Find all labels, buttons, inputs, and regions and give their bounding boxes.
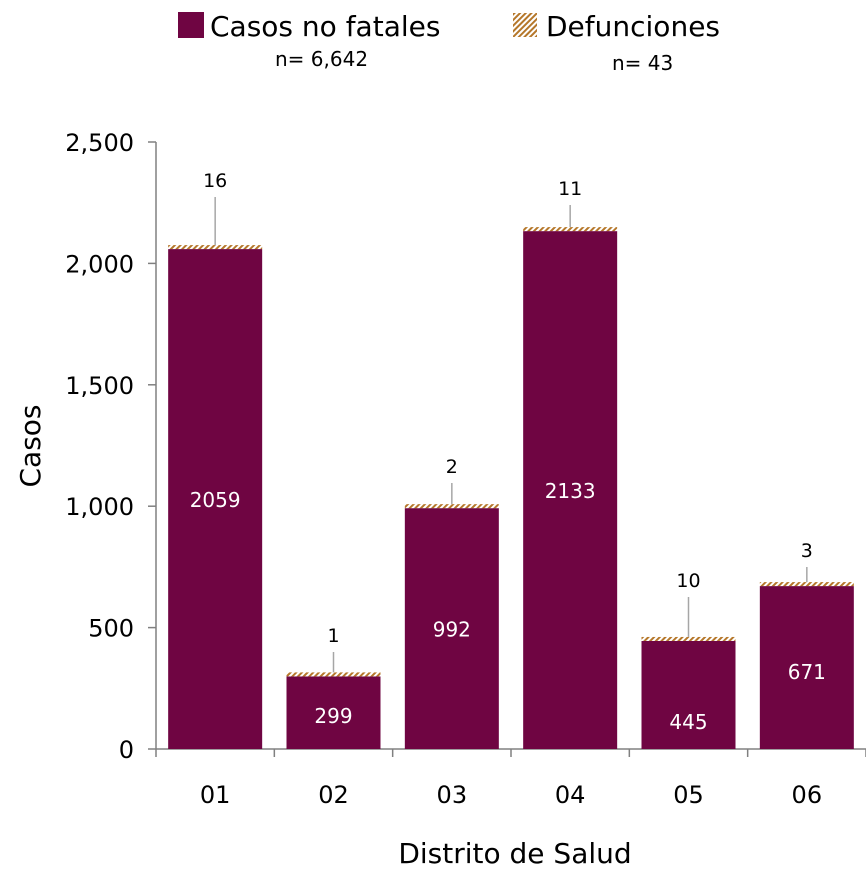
legend-label-casos: Casos no fatales — [210, 10, 440, 43]
death-value-label: 16 — [203, 170, 227, 192]
bar-defunciones — [641, 636, 736, 641]
bar-casos-no-fatales — [404, 508, 499, 749]
bar-value-label: 445 — [669, 710, 707, 734]
x-tick-label: 01 — [200, 781, 231, 809]
death-value-label: 10 — [676, 570, 700, 592]
legend-swatch-casos — [178, 12, 204, 38]
bar-casos-no-fatales — [641, 640, 736, 749]
x-axis-ticks: 01 02 03 04 05 06 — [155, 749, 866, 809]
legend-n-defunciones: n= 43 — [612, 51, 673, 75]
legend-n-casos: n= 6,642 — [275, 47, 368, 71]
legend-swatch-defunciones — [513, 13, 537, 37]
bars: 2059 299 992 2133 445 671 — [168, 227, 854, 749]
y-tick-label: 2,000 — [65, 250, 134, 278]
bar-value-label: 992 — [433, 618, 471, 642]
bar-value-label: 299 — [314, 704, 352, 728]
x-tick-label: 02 — [318, 781, 349, 809]
legend: Casos no fatales n= 6,642 Defunciones n=… — [178, 10, 720, 75]
y-tick-label: 2,500 — [65, 129, 134, 157]
legend-label-defunciones: Defunciones — [546, 10, 720, 43]
death-value-label: 3 — [801, 540, 813, 562]
bar-casos-no-fatales — [168, 249, 263, 749]
x-tick-label: 06 — [792, 781, 823, 809]
death-value-label: 11 — [558, 178, 582, 200]
x-tick-label: 05 — [673, 781, 704, 809]
bar-defunciones — [168, 245, 263, 250]
y-tick-label: 1,000 — [65, 493, 134, 521]
bar-casos-no-fatales — [759, 586, 854, 749]
death-value-label: 2 — [446, 456, 458, 478]
y-tick-label: 500 — [88, 615, 134, 643]
x-axis-title: Distrito de Salud — [398, 837, 631, 870]
x-tick-label: 03 — [437, 781, 468, 809]
x-tick-label: 04 — [555, 781, 586, 809]
death-value-label: 1 — [327, 625, 339, 647]
y-tick-label: 0 — [119, 736, 134, 764]
bar-casos-no-fatales — [286, 676, 381, 749]
bar-casos-no-fatales — [523, 231, 618, 749]
bar-defunciones — [404, 504, 499, 509]
bar-defunciones — [523, 227, 618, 232]
y-tick-label: 1,500 — [65, 372, 134, 400]
bar-defunciones — [286, 672, 381, 677]
y-axis-title: Casos — [14, 404, 47, 487]
y-axis-ticks: 0 500 1,000 1,500 2,000 2,500 — [65, 129, 156, 764]
bar-value-label: 2133 — [545, 479, 596, 503]
bar-defunciones — [759, 582, 854, 587]
bar-value-label: 671 — [788, 660, 826, 684]
bar-value-label: 2059 — [190, 488, 241, 512]
